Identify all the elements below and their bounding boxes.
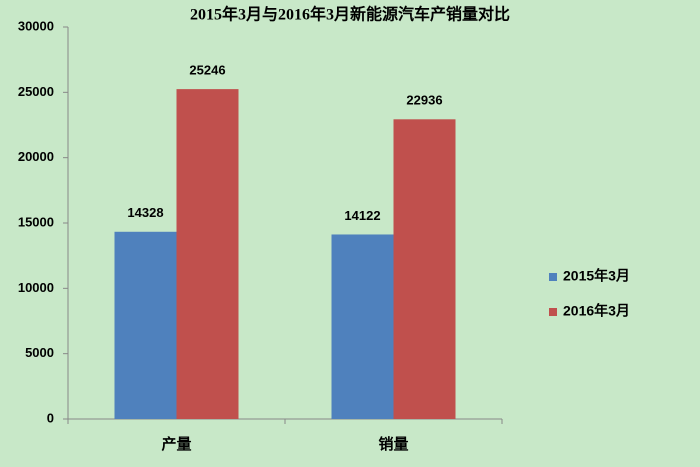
legend-swatch xyxy=(549,308,557,316)
chart-title: 2015年3月与2016年3月新能源汽车产销量对比 xyxy=(190,5,510,24)
bar xyxy=(331,234,394,419)
y-tick-label: 20000 xyxy=(18,149,54,164)
x-tick-label: 销量 xyxy=(378,435,408,453)
y-tick-label: 0 xyxy=(47,410,54,425)
y-tick-label: 5000 xyxy=(25,345,54,360)
data-label: 14122 xyxy=(344,208,380,223)
y-tick-label: 15000 xyxy=(18,214,54,229)
bar xyxy=(393,119,456,420)
bar xyxy=(176,89,239,420)
y-tick-label: 30000 xyxy=(18,18,54,33)
legend-swatch xyxy=(549,273,557,281)
y-tick-label: 10000 xyxy=(18,280,54,295)
data-label: 25246 xyxy=(189,63,225,78)
data-label: 14328 xyxy=(127,205,163,220)
bar xyxy=(114,231,177,419)
legend-label: 2016年3月 xyxy=(563,303,630,319)
x-tick-label: 产量 xyxy=(161,435,191,453)
y-tick-label: 25000 xyxy=(18,84,54,99)
data-label: 22936 xyxy=(406,93,442,108)
legend-label: 2015年3月 xyxy=(563,268,630,284)
